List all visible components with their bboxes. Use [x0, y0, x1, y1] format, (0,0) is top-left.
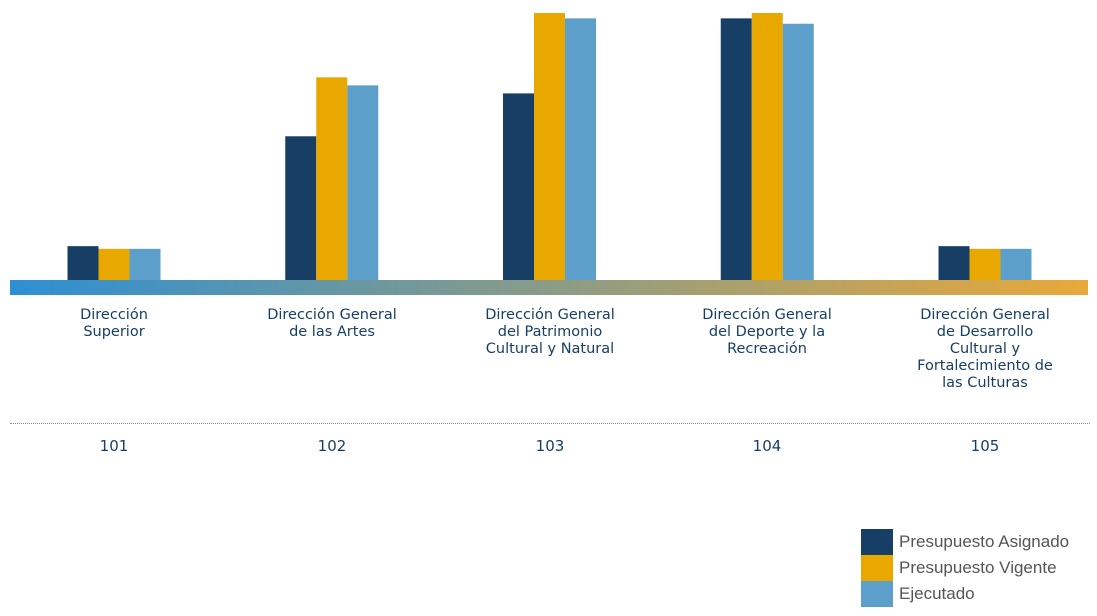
legend: Presupuesto Asignado Presupuesto Vigente… — [861, 529, 1069, 607]
bar — [782, 23, 814, 281]
x-axis-baseline — [10, 280, 1088, 295]
category-label: Dirección General de Desarrollo Cultural… — [917, 307, 1053, 391]
legend-item: Presupuesto Vigente — [861, 555, 1069, 581]
bar — [129, 248, 161, 281]
category-code: 104 — [752, 437, 782, 455]
bar — [938, 246, 970, 281]
bar — [98, 248, 130, 281]
bar — [969, 248, 1001, 281]
dotted-divider — [10, 423, 1090, 424]
legend-swatch — [861, 529, 893, 555]
bar — [347, 85, 379, 281]
category-label: Dirección General del Patrimonio Cultura… — [485, 307, 615, 357]
legend-item: Ejecutado — [861, 581, 1069, 607]
bar — [565, 18, 596, 282]
legend-swatch — [861, 581, 893, 607]
category-label: Dirección Superior — [80, 307, 148, 340]
category-code: 102 — [317, 437, 347, 455]
bar — [1000, 248, 1032, 281]
category-label: Dirección General de las Artes — [267, 307, 397, 340]
category-code: 101 — [99, 437, 129, 455]
bar — [503, 93, 534, 282]
bar — [316, 77, 348, 281]
category-code: 103 — [535, 437, 565, 455]
legend-label: Presupuesto Asignado — [899, 532, 1070, 551]
bar-chart — [10, 13, 1088, 295]
category-code: 105 — [970, 437, 1000, 455]
bar — [720, 18, 752, 282]
legend-label: Ejecutado — [899, 584, 975, 603]
bar — [751, 13, 783, 281]
legend-item: Presupuesto Asignado — [861, 529, 1069, 555]
category-label: Dirección General del Deporte y la Recre… — [702, 307, 832, 357]
bar — [285, 136, 317, 281]
legend-swatch — [861, 555, 893, 581]
bar — [534, 13, 565, 281]
bars-group — [67, 13, 1032, 282]
legend-label: Presupuesto Vigente — [899, 558, 1057, 577]
bar — [67, 246, 99, 281]
